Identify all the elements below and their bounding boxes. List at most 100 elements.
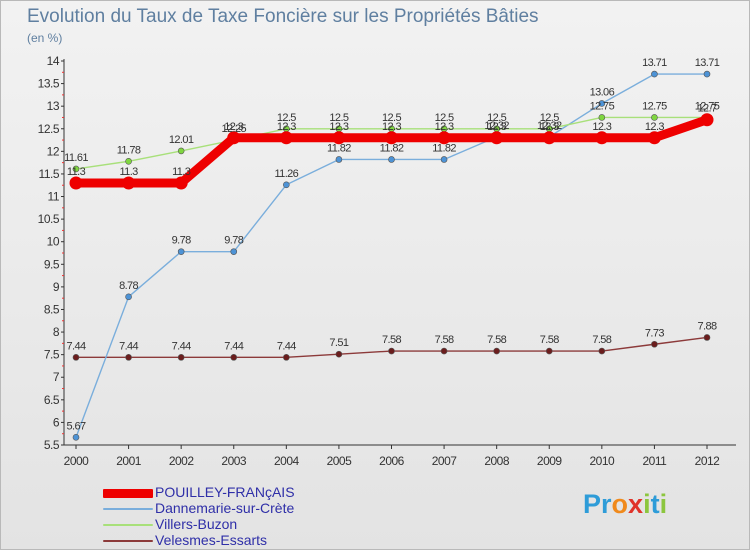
data-point-dannemarie <box>230 248 238 255</box>
logo-letter: i <box>643 489 651 519</box>
data-label-velesmes: 7.58 <box>382 334 401 346</box>
data-label-dannemarie: 11.82 <box>327 142 351 154</box>
data-point-velesmes <box>703 334 711 341</box>
data-point-villers <box>651 114 658 121</box>
data-label-dannemarie: 5.67 <box>66 420 85 432</box>
y-tick-label: 6 <box>53 415 60 429</box>
data-point-villers <box>598 114 606 121</box>
y-tick-label: 11 <box>48 190 60 204</box>
data-label-dannemarie: 11.82 <box>380 142 404 154</box>
data-label-velesmes: 7.44 <box>119 340 138 352</box>
data-label-pouilley: 12.3 <box>224 121 243 133</box>
data-point-pouilley <box>279 131 293 145</box>
data-point-dannemarie <box>72 434 80 441</box>
data-label-velesmes: 7.44 <box>66 340 85 352</box>
data-point-pouilley <box>227 131 241 145</box>
y-tick-label: 10.5 <box>38 212 60 226</box>
logo-letter: i <box>659 489 668 519</box>
data-label-villers: 12.01 <box>169 134 194 146</box>
legend-swatch-pouilley <box>103 488 153 498</box>
data-point-velesmes <box>651 340 658 348</box>
logo-letter: x <box>628 489 644 519</box>
data-point-velesmes <box>125 354 132 361</box>
data-point-dannemarie <box>335 156 343 163</box>
legend-label-pouilley: POUILLEY-FRANçAIS <box>155 484 295 500</box>
data-label-villers: 12.5 <box>382 112 401 124</box>
y-tick-label: 7 <box>53 370 60 384</box>
data-label-velesmes: 7.73 <box>645 327 664 339</box>
data-point-pouilley <box>385 131 398 145</box>
data-label-velesmes: 7.44 <box>277 340 296 352</box>
data-point-pouilley <box>647 131 661 145</box>
y-tick-label: 9 <box>53 280 60 294</box>
x-tick-label: 2004 <box>274 454 300 468</box>
x-tick-label: 2005 <box>327 454 353 468</box>
x-tick-label: 2001 <box>116 454 142 468</box>
y-tick-label: 11.5 <box>39 167 60 181</box>
data-label-dannemarie: 9.78 <box>224 235 243 247</box>
y-tick-label: 13.5 <box>38 77 60 91</box>
data-point-dannemarie <box>440 156 448 163</box>
data-label-villers: 11.78 <box>117 144 141 156</box>
data-label-dannemarie: 8.78 <box>119 280 138 292</box>
data-label-pouilley: 12.7 <box>697 103 716 115</box>
data-point-pouilley <box>437 131 451 145</box>
data-point-pouilley <box>122 176 136 190</box>
y-tick-label: 7.5 <box>44 348 60 362</box>
data-point-villers <box>72 165 80 173</box>
data-label-villers: 12.75 <box>642 100 667 112</box>
data-point-dannemarie <box>598 100 606 107</box>
data-label-dannemarie: 13.71 <box>642 57 667 69</box>
data-label-pouilley: 12.3 <box>540 121 559 133</box>
x-tick-label: 2011 <box>643 454 668 468</box>
data-point-velesmes <box>230 354 238 361</box>
legend-label-villers: Villers-Buzon <box>155 516 238 532</box>
data-point-pouilley <box>174 176 188 190</box>
data-label-villers: 12.5 <box>540 112 559 124</box>
data-point-velesmes <box>598 347 606 355</box>
x-tick-label: 2010 <box>589 454 615 468</box>
data-point-velesmes <box>283 354 290 361</box>
legend-swatch-dannemarie <box>103 508 153 510</box>
logo-letter: P <box>583 489 602 519</box>
data-point-pouilley <box>542 131 556 145</box>
data-label-pouilley: 12.3 <box>277 121 296 133</box>
data-label-pouilley: 12.3 <box>382 121 401 133</box>
data-label-villers: 12.25 <box>221 123 246 135</box>
data-label-velesmes: 7.58 <box>487 334 506 346</box>
data-label-velesmes: 7.88 <box>697 320 716 332</box>
chart-subtitle: (en %) <box>27 31 63 45</box>
data-point-velesmes <box>545 347 553 355</box>
data-point-dannemarie <box>283 181 290 189</box>
legend-swatch-villers <box>103 524 153 526</box>
data-label-velesmes: 7.44 <box>172 340 191 352</box>
y-tick-label: 8 <box>53 325 60 339</box>
legend-label-dannemarie: Dannemarie-sur-Crète <box>155 500 295 516</box>
y-tick-label: 14 <box>47 54 60 68</box>
logo-letter: t <box>650 489 660 519</box>
data-label-pouilley: 11.3 <box>67 166 86 178</box>
data-label-pouilley: 11.3 <box>119 166 138 178</box>
y-tick-label: 6.5 <box>44 393 60 407</box>
y-tick-label: 12.5 <box>38 122 60 136</box>
data-point-velesmes <box>72 354 80 361</box>
data-label-pouilley: 12.3 <box>645 121 664 133</box>
data-point-pouilley <box>700 113 714 127</box>
x-tick-label: 2012 <box>695 454 721 468</box>
data-point-pouilley <box>332 131 346 145</box>
data-point-pouilley <box>69 176 83 190</box>
data-point-pouilley <box>490 131 504 145</box>
data-label-dannemarie: 13.71 <box>695 57 720 69</box>
logo-letter: o <box>611 489 629 519</box>
data-label-dannemarie: 11.26 <box>274 168 298 180</box>
data-label-villers: 12.5 <box>435 112 454 124</box>
data-point-velesmes <box>388 347 395 355</box>
data-label-villers: 12.75 <box>695 100 720 112</box>
data-label-dannemarie: 11.82 <box>432 142 456 154</box>
data-point-dannemarie <box>125 293 132 301</box>
x-tick-label: 2007 <box>432 454 458 468</box>
y-tick-label: 8.5 <box>44 302 60 316</box>
x-tick-label: 2006 <box>379 454 405 468</box>
x-tick-label: 2008 <box>484 454 510 468</box>
